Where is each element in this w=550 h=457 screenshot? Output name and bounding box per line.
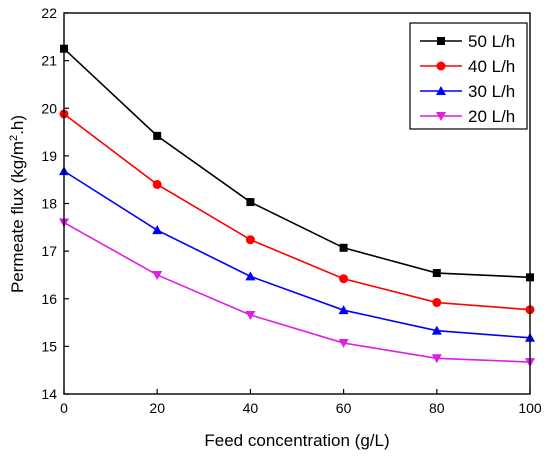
- legend-label: 50 L/h: [468, 32, 515, 51]
- y-tick-label: 15: [41, 338, 57, 354]
- data-point: [432, 269, 441, 278]
- data-point: [152, 270, 163, 280]
- x-tick-label: 0: [60, 400, 68, 416]
- x-tick-label: 60: [336, 400, 352, 416]
- y-tick-label: 21: [41, 53, 57, 69]
- data-point: [431, 354, 442, 364]
- x-tick-label: 20: [149, 400, 165, 416]
- legend-label: 20 L/h: [468, 107, 515, 126]
- y-tick-label: 16: [41, 291, 57, 307]
- y-tick-label: 20: [41, 100, 57, 116]
- y-tick-label: 14: [41, 386, 57, 402]
- x-tick-label: 80: [429, 400, 445, 416]
- data-point: [338, 339, 349, 349]
- y-tick-label: 18: [41, 196, 57, 212]
- data-point: [245, 235, 255, 245]
- x-axis-ticks: 0 20 40 60 80 100: [60, 389, 542, 416]
- data-point: [431, 325, 442, 335]
- series-2: [59, 166, 535, 342]
- data-point: [339, 243, 348, 252]
- plot-frame: [63, 12, 531, 395]
- legend-marker: [436, 112, 446, 121]
- legend-marker: [437, 37, 445, 45]
- series-1: [59, 109, 535, 315]
- y-tick-label: 19: [41, 148, 57, 164]
- x-tick-label: 100: [518, 400, 542, 416]
- x-axis-title: Feed concentration (g/L): [204, 431, 389, 450]
- series-line: [63, 221, 531, 363]
- x-tick-label: 40: [243, 400, 259, 416]
- legend-label: 40 L/h: [468, 57, 515, 76]
- legend-marker: [436, 61, 446, 71]
- data-point: [153, 131, 162, 140]
- data-point: [432, 298, 442, 308]
- legend-marker: [436, 86, 446, 95]
- y-axis-title: Permeate flux (kg/m2.h): [8, 115, 27, 293]
- series-line: [63, 48, 531, 279]
- data-point: [152, 179, 162, 189]
- y-tick-label: 22: [41, 5, 57, 21]
- data-point: [339, 274, 349, 284]
- data-point: [152, 225, 163, 235]
- series-3: [59, 218, 535, 368]
- series-line: [63, 113, 531, 311]
- y-axis-ticks: 14 15 16 17 18 19 20 21 22: [41, 5, 69, 402]
- data-point: [246, 198, 255, 207]
- data-point: [245, 271, 256, 281]
- series-line: [63, 170, 531, 339]
- legend: 50 L/h 40 L/h 30 L/h 20 L/h: [409, 22, 528, 130]
- data-point: [338, 305, 349, 315]
- legend-label: 30 L/h: [468, 82, 515, 101]
- series-layer: [59, 44, 535, 368]
- y-tick-label: 17: [41, 243, 57, 259]
- data-point: [245, 310, 256, 320]
